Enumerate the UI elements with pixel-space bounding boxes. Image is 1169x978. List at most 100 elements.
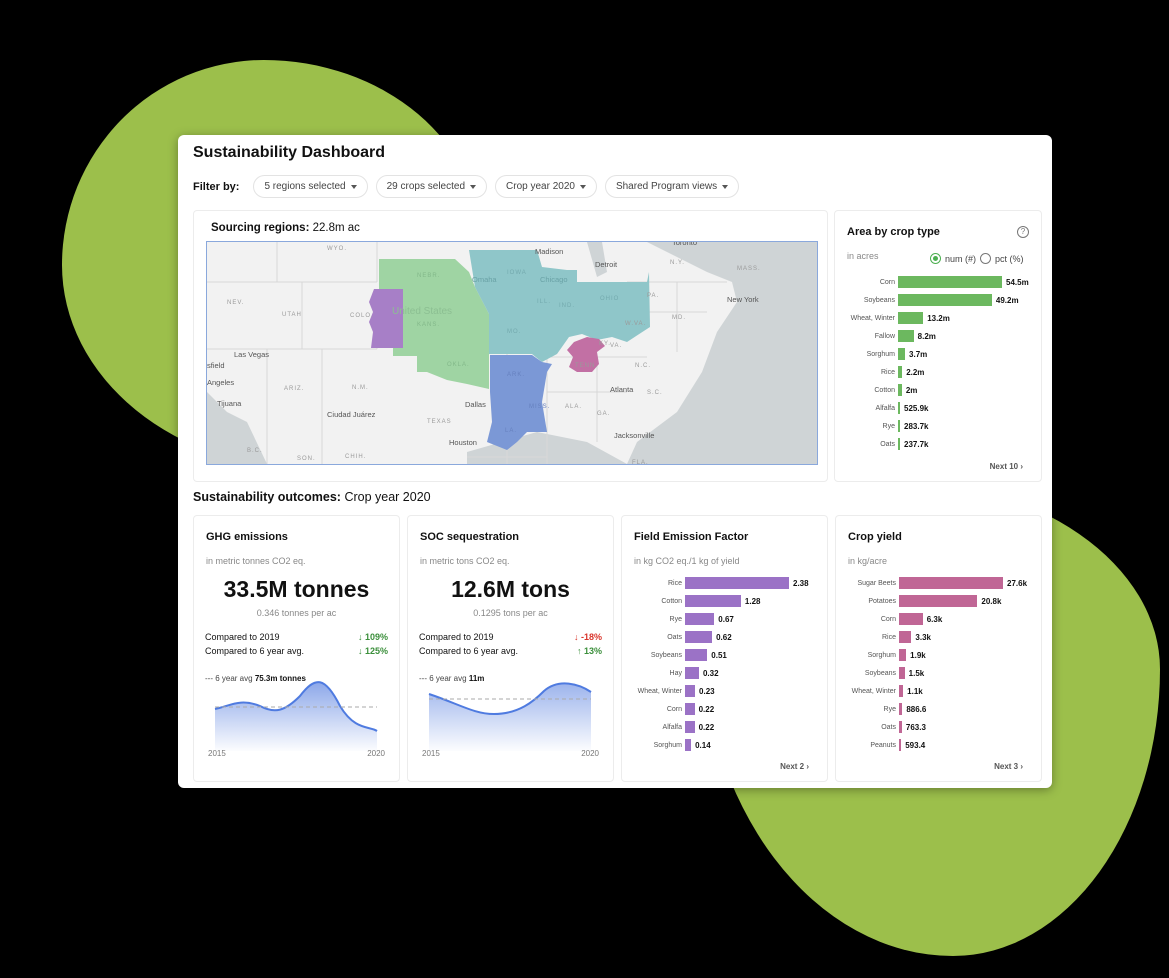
bar[interactable] <box>898 294 992 306</box>
soc-compare-2019: Compared to 2019 ↓ -18% <box>419 632 602 642</box>
bar[interactable] <box>899 667 905 679</box>
svg-text:IOWA: IOWA <box>507 270 527 276</box>
radio-pct-label: pct (%) <box>995 253 1024 264</box>
svg-text:KANS.: KANS. <box>417 322 440 328</box>
soc-compare-avg: Compared to 6 year avg. ↑ 13% <box>419 646 602 656</box>
bar-label: Corn <box>880 615 896 623</box>
bar[interactable] <box>898 366 903 378</box>
region-tennessee[interactable] <box>567 337 605 372</box>
svg-text:Detroit: Detroit <box>595 260 618 269</box>
crops-filter[interactable]: 29 crops selected <box>375 175 488 198</box>
dashboard-window: Sustainability Dashboard Filter by: 5 re… <box>178 135 1052 788</box>
bar[interactable] <box>685 703 695 715</box>
region-map[interactable]: WYO. NEV. UTAH COLO. NEBR. KANS. OKLA. I… <box>206 241 818 465</box>
svg-text:SON.: SON. <box>297 456 316 462</box>
bar[interactable] <box>899 631 912 643</box>
bar-row: Sugar Beets 27.6k <box>836 574 1041 592</box>
ghg-title: GHG emissions <box>206 531 288 543</box>
bar[interactable] <box>899 685 904 697</box>
bar[interactable] <box>685 613 715 625</box>
regions-filter[interactable]: 5 regions selected <box>253 175 368 198</box>
bar-label: Rye <box>883 705 896 713</box>
svg-text:KY.: KY. <box>599 341 611 347</box>
bar[interactable] <box>898 330 914 342</box>
svg-text:Ciudad Juárez: Ciudad Juárez <box>327 410 376 419</box>
bar[interactable] <box>685 685 696 697</box>
bar[interactable] <box>685 631 713 643</box>
bar-label: Oats <box>667 633 682 641</box>
svg-text:LA.: LA. <box>505 428 517 434</box>
program-views-filter-label: Shared Program views <box>615 181 718 192</box>
bar-row: Rye 283.7k <box>835 417 1041 435</box>
soc-avg-legend: --- 6 year avg 11m <box>419 674 485 683</box>
bar-value: 8.2m <box>917 331 936 341</box>
next-3-button[interactable]: Next 3 › <box>994 762 1023 771</box>
svg-text:GA.: GA. <box>597 411 610 417</box>
bar[interactable] <box>899 595 978 607</box>
region-colorado[interactable] <box>369 289 403 348</box>
bar[interactable] <box>899 703 903 715</box>
help-icon[interactable]: ? <box>1017 226 1029 238</box>
svg-text:Chicago: Chicago <box>540 275 568 284</box>
bar[interactable] <box>898 402 900 414</box>
bar[interactable] <box>685 577 789 589</box>
bar[interactable] <box>685 739 692 751</box>
bar[interactable] <box>898 420 900 432</box>
ghg-avg-legend: --- 6 year avg 75.3m tonnes <box>205 674 306 683</box>
bar-value: 27.6k <box>1007 578 1028 588</box>
soc-total: 12.6M tons <box>451 576 570 602</box>
next-2-button[interactable]: Next 2 › <box>780 762 809 771</box>
bar-value: 54.5m <box>1006 277 1029 287</box>
bar[interactable] <box>899 721 902 733</box>
svg-text:MASS.: MASS. <box>737 266 761 272</box>
crop-yield-bar-chart: Sugar Beets 27.6k Potatoes 20.8k Corn 6.3k Ric… <box>836 574 1041 754</box>
x-axis-start: 2015 <box>422 749 440 758</box>
region-delta[interactable] <box>487 355 552 450</box>
radio-num[interactable] <box>930 253 941 264</box>
radio-pct[interactable] <box>980 253 992 264</box>
svg-text:Las Vegas: Las Vegas <box>234 350 269 359</box>
svg-text:N.C.: N.C. <box>635 363 651 369</box>
bar-label: Wheat, Winter <box>851 687 896 695</box>
bar-row: Oats 763.3 <box>836 718 1041 736</box>
crops-filter-label: 29 crops selected <box>386 181 466 192</box>
bar[interactable] <box>685 595 741 607</box>
bar[interactable] <box>899 577 1003 589</box>
bar[interactable] <box>898 312 924 324</box>
bar-label: Corn <box>879 278 895 286</box>
region-plains[interactable] <box>379 259 489 389</box>
svg-text:MO.: MO. <box>507 329 521 335</box>
bar[interactable] <box>898 348 906 360</box>
bar-row: Alfalfa 0.22 <box>622 718 827 736</box>
bar[interactable] <box>685 667 699 679</box>
bar-label: Cotton <box>874 386 895 394</box>
region-midwest[interactable] <box>469 250 650 362</box>
emission-factor-bar-chart: Rice 2.38 Cotton 1.28 Rye 0.67 Oats 0.62 Soybean… <box>622 574 827 754</box>
bar-value: 2m <box>905 385 918 395</box>
bar[interactable] <box>898 276 1002 288</box>
bar-row: Sorghum 3.7m <box>835 345 1041 363</box>
bar-row: Sorghum 0.14 <box>622 736 827 754</box>
bar[interactable] <box>899 649 907 661</box>
bar[interactable] <box>898 384 902 396</box>
area-by-crop-subtitle: in acres <box>847 251 879 261</box>
bar-row: Wheat, Winter 0.23 <box>622 682 827 700</box>
bar[interactable] <box>898 438 900 450</box>
bar[interactable] <box>685 721 695 733</box>
bar[interactable] <box>899 613 923 625</box>
bar-label: Oats <box>880 440 895 448</box>
bar-row: Corn 6.3k <box>836 610 1041 628</box>
svg-text:UTAH: UTAH <box>282 312 302 318</box>
svg-text:VA.: VA. <box>610 343 622 349</box>
bar-value: 237.7k <box>904 439 929 449</box>
svg-text:OKLA.: OKLA. <box>447 362 470 368</box>
program-views-filter[interactable]: Shared Program views <box>604 175 740 198</box>
svg-text:MD.: MD. <box>672 315 686 321</box>
crop-year-filter[interactable]: Crop year 2020 <box>495 175 597 198</box>
next-10-button[interactable]: Next 10 › <box>989 462 1023 471</box>
bar[interactable] <box>685 649 708 661</box>
bar-row: Rye 886.6 <box>836 700 1041 718</box>
bar[interactable] <box>899 739 902 751</box>
svg-text:TENN.: TENN. <box>575 363 598 369</box>
bar-value: 1.9k <box>910 650 926 660</box>
